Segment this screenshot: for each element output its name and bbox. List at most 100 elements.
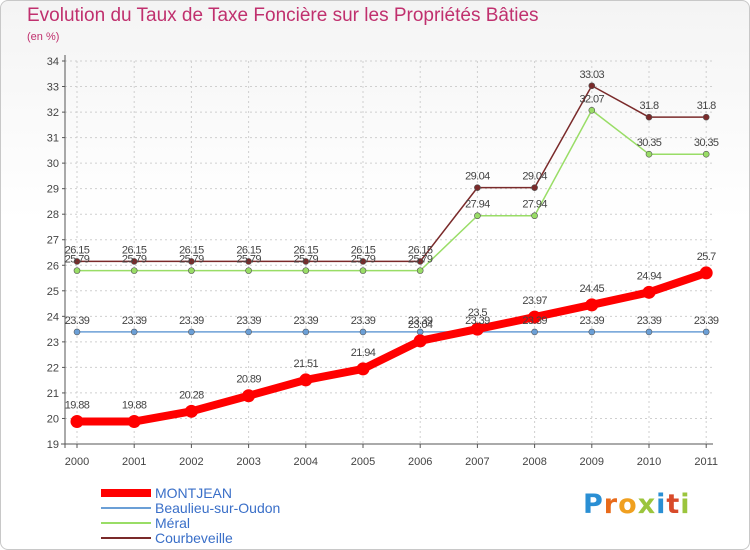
y-tick-label: 28 bbox=[47, 209, 59, 221]
point-courbeveille bbox=[130, 258, 138, 265]
data-label-montjean: 20.28 bbox=[179, 389, 204, 401]
point-beaulieu bbox=[645, 328, 653, 336]
y-axis-unit: (en %) bbox=[27, 31, 60, 43]
x-tick-label: 2004 bbox=[294, 456, 318, 468]
data-label-montjean: 24.94 bbox=[637, 270, 662, 282]
point-courbeveille bbox=[245, 258, 252, 265]
logo-letter: o bbox=[618, 489, 638, 520]
point-montjean bbox=[242, 389, 256, 403]
point-beaulieu bbox=[359, 328, 367, 336]
point-montjean bbox=[642, 285, 656, 299]
point-meral bbox=[474, 212, 481, 220]
data-label-meral: 27.94 bbox=[522, 199, 547, 211]
y-tick-label: 20 bbox=[47, 413, 59, 425]
data-label-beaulieu: 23.39 bbox=[122, 315, 147, 327]
point-meral bbox=[588, 106, 596, 114]
point-courbeveille bbox=[188, 258, 195, 265]
y-tick-label: 19 bbox=[47, 439, 59, 451]
y-tick-label: 29 bbox=[47, 184, 59, 196]
data-label-montjean: 25.7 bbox=[697, 251, 716, 263]
point-courbeveille bbox=[702, 113, 710, 121]
data-label-montjean: 19.88 bbox=[65, 400, 90, 412]
data-label-montjean: 24.45 bbox=[580, 283, 605, 295]
x-tick-label: 2001 bbox=[122, 456, 146, 468]
point-courbeveille bbox=[474, 184, 481, 191]
point-meral bbox=[188, 267, 195, 274]
x-tick-label: 2006 bbox=[408, 456, 432, 468]
data-label-courbeveille: 26.15 bbox=[236, 244, 261, 256]
point-montjean bbox=[699, 266, 713, 280]
data-label-montjean: 21.51 bbox=[294, 358, 319, 370]
series-line-meral bbox=[77, 109, 707, 272]
legend-swatch-montjean bbox=[101, 488, 151, 497]
point-beaulieu bbox=[588, 328, 596, 336]
point-meral bbox=[702, 150, 710, 158]
point-montjean bbox=[356, 362, 370, 376]
data-label-meral: 25.79 bbox=[351, 254, 376, 266]
point-courbeveille bbox=[588, 82, 596, 90]
point-beaulieu bbox=[245, 328, 252, 336]
data-label-courbeveille: 26.15 bbox=[351, 244, 376, 256]
point-courbeveille bbox=[645, 113, 653, 121]
data-label-beaulieu: 23.39 bbox=[580, 315, 605, 327]
y-tick-label: 26 bbox=[47, 260, 59, 272]
legend-item-montjean[interactable]: MONTJEAN bbox=[101, 485, 280, 501]
y-tick-label: 24 bbox=[47, 311, 59, 323]
y-tick-label: 25 bbox=[47, 286, 59, 298]
data-label-beaulieu: 23.39 bbox=[179, 315, 204, 327]
data-label-montjean: 23.04 bbox=[408, 319, 433, 331]
data-label-meral: 25.79 bbox=[122, 254, 147, 266]
point-courbeveille bbox=[73, 258, 81, 265]
y-tick-label: 30 bbox=[47, 158, 59, 170]
logo-letter: t bbox=[666, 489, 681, 520]
y-tick-label: 34 bbox=[47, 56, 59, 68]
point-beaulieu bbox=[73, 328, 81, 336]
point-beaulieu bbox=[531, 328, 538, 336]
legend-swatch-beaulieu bbox=[101, 506, 151, 509]
logo-letter: x bbox=[637, 489, 657, 520]
point-meral bbox=[73, 267, 81, 274]
point-beaulieu bbox=[130, 328, 138, 336]
data-label-beaulieu: 23.39 bbox=[65, 315, 90, 327]
data-label-courbeveille: 26.15 bbox=[122, 244, 147, 256]
data-label-montjean: 21.94 bbox=[351, 347, 376, 359]
x-tick-label: 2009 bbox=[580, 456, 604, 468]
data-label-beaulieu: 23.39 bbox=[351, 315, 376, 327]
data-label-meral: 30.35 bbox=[694, 137, 719, 149]
data-label-montjean: 19.88 bbox=[122, 400, 147, 412]
series-line-courbeveille bbox=[77, 85, 707, 263]
legend-swatch-meral bbox=[101, 521, 151, 524]
legend-item-courbeveille[interactable]: Courbeveille bbox=[101, 530, 280, 546]
chart-title: Evolution du Taux de Taxe Foncière sur l… bbox=[27, 5, 539, 26]
x-tick-label: 2011 bbox=[694, 456, 718, 468]
data-label-courbeveille: 26.15 bbox=[179, 244, 204, 256]
legend-item-meral[interactable]: Méral bbox=[101, 515, 280, 531]
data-label-courbeveille: 31.8 bbox=[697, 100, 716, 112]
point-montjean bbox=[470, 322, 484, 336]
point-beaulieu bbox=[302, 328, 310, 336]
data-label-beaulieu: 23.39 bbox=[637, 315, 662, 327]
data-label-meral: 25.79 bbox=[294, 254, 319, 266]
data-label-meral: 25.79 bbox=[65, 254, 90, 266]
data-label-courbeveille: 26.15 bbox=[294, 244, 319, 256]
point-montjean bbox=[184, 404, 198, 418]
data-label-beaulieu: 23.39 bbox=[465, 315, 490, 327]
legend-item-beaulieu[interactable]: Beaulieu-sur-Oudon bbox=[101, 500, 280, 516]
point-courbeveille bbox=[302, 258, 310, 265]
data-label-meral: 32.07 bbox=[580, 93, 605, 105]
y-tick-label: 21 bbox=[47, 388, 59, 400]
data-label-beaulieu: 23.39 bbox=[236, 315, 261, 327]
data-label-meral: 25.79 bbox=[408, 254, 433, 266]
y-tick-label: 32 bbox=[47, 107, 59, 119]
legend-swatch-courbeveille bbox=[101, 536, 151, 539]
point-courbeveille bbox=[531, 184, 538, 191]
point-beaulieu bbox=[702, 328, 710, 336]
point-meral bbox=[416, 267, 424, 274]
y-tick-label: 23 bbox=[47, 337, 59, 349]
data-label-courbeveille: 31.8 bbox=[639, 100, 658, 112]
data-label-montjean: 23.97 bbox=[522, 295, 547, 307]
point-meral bbox=[531, 212, 538, 220]
point-meral bbox=[302, 267, 310, 274]
point-montjean bbox=[299, 373, 313, 387]
